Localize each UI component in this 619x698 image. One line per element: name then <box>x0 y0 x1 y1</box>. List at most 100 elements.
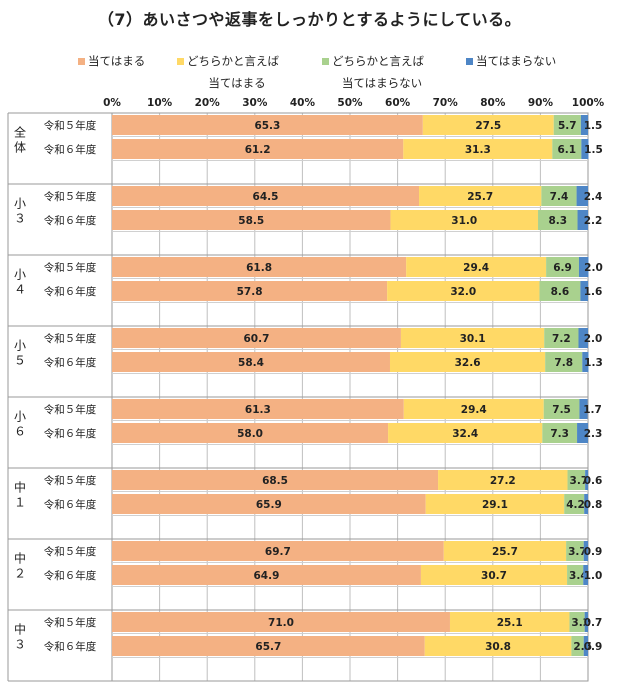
row-label: 令和５年度 <box>44 261 97 274</box>
data-label: 1.0 <box>584 570 603 582</box>
bar-segment <box>578 328 588 348</box>
bar-segment <box>576 186 588 206</box>
x-tick-label: 0% <box>103 97 121 109</box>
bar-segment <box>425 494 565 514</box>
bar-segment <box>577 423 588 443</box>
group-label-char: 全 <box>14 125 26 140</box>
bar-segment <box>112 210 391 230</box>
bar-segment <box>542 423 578 443</box>
x-tick-label: 20% <box>195 97 221 109</box>
bar-segment <box>539 281 581 301</box>
data-label: 32.0 <box>450 286 476 298</box>
data-label: 32.6 <box>455 357 481 369</box>
group-label-char: ２ <box>14 567 26 581</box>
bar-segment <box>387 281 540 301</box>
data-label: 71.0 <box>268 617 294 629</box>
data-label: 61.8 <box>246 262 272 274</box>
bar-segment <box>583 541 588 561</box>
bar-segment <box>389 352 546 372</box>
data-label: 69.7 <box>265 546 291 558</box>
data-label: 65.9 <box>256 499 282 511</box>
bar-segment <box>400 328 545 348</box>
group-label-char: 体 <box>14 141 26 155</box>
data-label: 7.8 <box>554 357 573 369</box>
data-label: 25.7 <box>492 546 518 558</box>
row-label: 令和５年度 <box>44 616 97 629</box>
bar-segment <box>582 352 589 372</box>
bar-segment <box>406 257 547 277</box>
bar-segment <box>420 565 568 585</box>
bar-segment <box>388 423 543 443</box>
x-tick-label: 80% <box>480 97 506 109</box>
x-tick-label: 90% <box>528 97 554 109</box>
bar-segment <box>403 399 544 419</box>
data-label: 5.7 <box>558 120 577 132</box>
data-label: 6.9 <box>553 262 572 274</box>
bar-segment <box>583 636 588 656</box>
data-label: 4.2 <box>566 499 585 511</box>
bar-segment <box>571 636 584 656</box>
data-label: 31.0 <box>451 215 477 227</box>
chart-title: （7）あいさつや返事をしっかりとするようにしている。 <box>97 10 522 29</box>
bar-segment <box>403 139 553 159</box>
bar-segment <box>578 257 589 277</box>
data-label: 60.7 <box>244 333 270 345</box>
bar-segment <box>112 636 425 656</box>
bar-segment <box>545 352 583 372</box>
row-label: 令和５年度 <box>44 332 97 345</box>
group-label-char: 小 <box>14 268 26 282</box>
x-tick-label: 40% <box>290 97 316 109</box>
bar-segment <box>112 399 404 419</box>
legend-swatch <box>78 58 85 65</box>
data-label: 61.2 <box>245 144 271 156</box>
bar-segment <box>580 281 588 301</box>
legend-label-line2: 当てはまる <box>208 76 265 90</box>
bar-segment <box>583 565 588 585</box>
bar-segment <box>424 636 572 656</box>
data-label: 32.4 <box>452 428 478 440</box>
bar-segment <box>546 257 579 277</box>
group-label-char: 中 <box>14 551 26 566</box>
data-label: 58.4 <box>238 357 264 369</box>
bar-segment <box>584 612 588 632</box>
group-label-char: １ <box>14 496 26 510</box>
data-label: 7.3 <box>550 428 569 440</box>
data-label: 0.6 <box>584 475 603 487</box>
legend-label-line1: どちらかと言えば <box>187 54 279 68</box>
x-tick-label: 100% <box>572 97 605 109</box>
bar-segment <box>390 210 539 230</box>
data-label: 25.1 <box>497 617 523 629</box>
row-label: 令和６年度 <box>44 356 97 369</box>
bar-segment <box>112 612 450 632</box>
group-label-char: ３ <box>14 638 26 652</box>
x-tick-label: 10% <box>147 97 173 109</box>
row-label: 令和６年度 <box>44 498 97 511</box>
group-label-char: 小 <box>14 410 26 424</box>
bar-segment <box>566 541 584 561</box>
data-label: 29.4 <box>461 404 487 416</box>
bar-segment <box>112 565 421 585</box>
bar-segment <box>544 328 579 348</box>
bar-segment <box>449 612 570 632</box>
row-label: 令和５年度 <box>44 545 97 558</box>
x-tick-label: 70% <box>433 97 459 109</box>
bar-segment <box>584 494 588 514</box>
data-label: 7.5 <box>552 404 571 416</box>
bar-segment <box>567 470 586 490</box>
row-label: 令和６年度 <box>44 427 97 440</box>
bar-segment <box>438 470 568 490</box>
row-label: 令和５年度 <box>44 119 97 132</box>
data-label: 3.7 <box>570 475 589 487</box>
row-label: 令和５年度 <box>44 474 97 487</box>
x-tick-label: 30% <box>242 97 268 109</box>
bar-segment <box>567 565 584 585</box>
data-label: 29.1 <box>482 499 508 511</box>
bar-segment <box>422 115 554 135</box>
bar-segment <box>553 115 581 135</box>
bar-segment <box>112 281 388 301</box>
data-label: 7.2 <box>552 333 571 345</box>
data-label: 58.5 <box>238 215 264 227</box>
x-tick-label: 50% <box>337 97 363 109</box>
data-label: 2.0 <box>584 333 603 345</box>
data-label: 8.6 <box>551 286 570 298</box>
